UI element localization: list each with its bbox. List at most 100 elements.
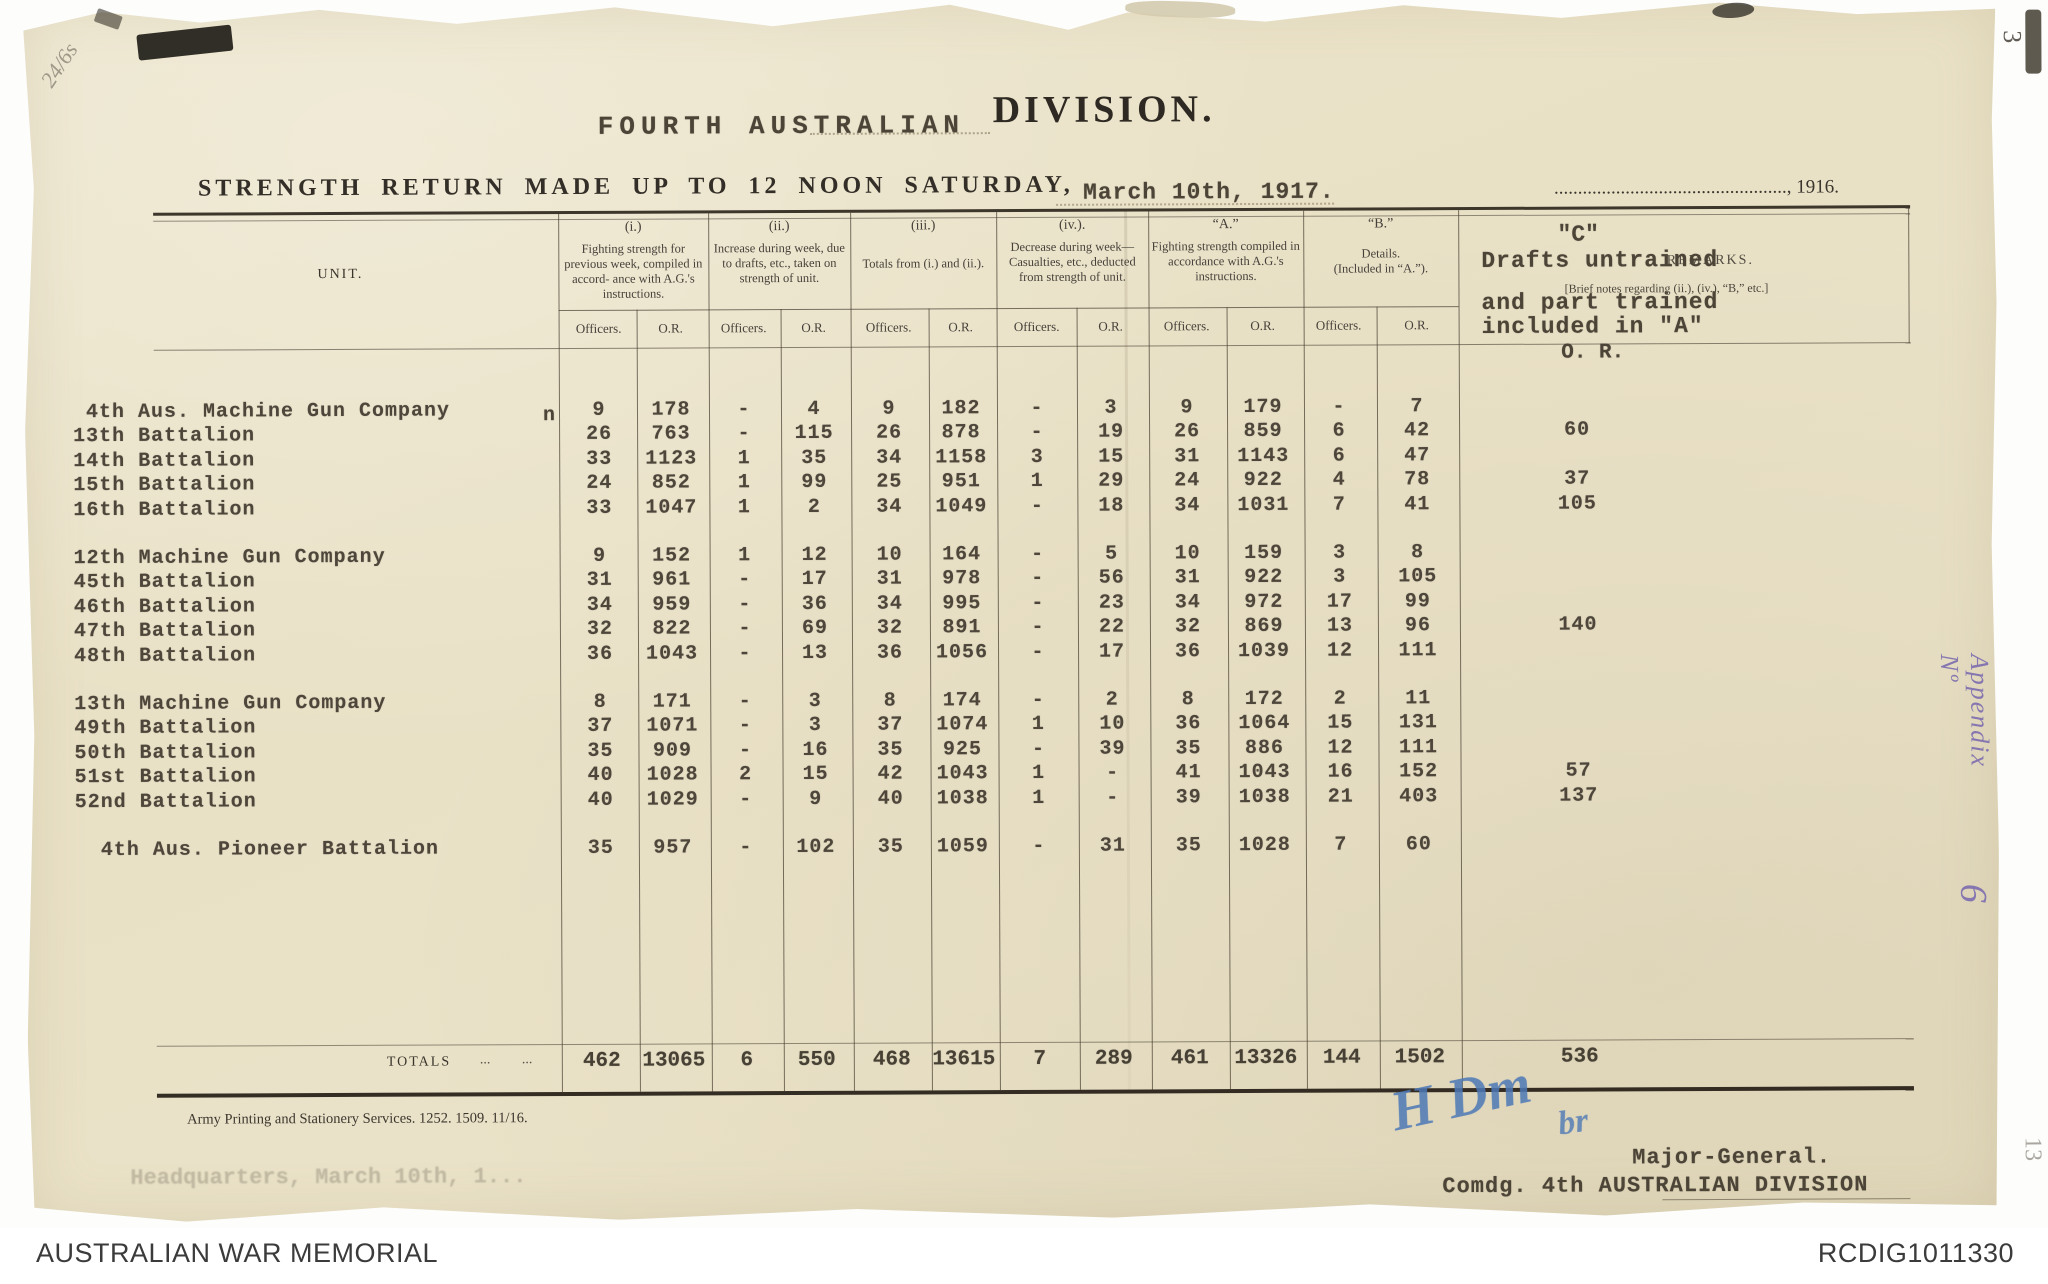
cell-value: - [1030, 421, 1044, 445]
year-1916-line: ........................................… [1553, 176, 1840, 199]
cell-value: 891 [942, 616, 982, 640]
table-column-rule [850, 212, 855, 1091]
table-column-rule [1303, 210, 1308, 1089]
table-column-rule [1908, 208, 1910, 344]
unit-name: 52nd Battalion [74, 789, 257, 814]
cell-value: 922 [1243, 469, 1283, 493]
col-group-iv-tag: (iv.). [1058, 217, 1086, 233]
cell-value: 15 [802, 763, 829, 787]
cell-value: 78 [1404, 468, 1431, 492]
top-edge-tear [1125, 0, 1236, 19]
cell-value: 13 [801, 641, 829, 665]
cell-value: 102 [796, 835, 836, 859]
top-right-speck [1711, 1, 1755, 20]
remarks-c-label: "C" [1557, 221, 1599, 248]
unit-name: 49th Battalion [74, 716, 257, 741]
cell-value: 4 [1332, 468, 1346, 492]
cell-value: 1123 [645, 447, 698, 471]
cell-value: 35 [877, 738, 904, 762]
cell-value: 35 [877, 835, 904, 859]
cell-value: 31 [1099, 834, 1126, 858]
cell-value: 972 [1244, 590, 1284, 614]
cell-value: 182 [941, 397, 981, 421]
return-date-typed: March 10th, 1917. [1082, 178, 1335, 206]
totals-top-rule [156, 1038, 1914, 1047]
strength-return-heading: STRENGTH RETURN MADE UP TO 12 NOON SATUR… [197, 171, 1074, 202]
cell-value: - [1031, 616, 1045, 640]
cell-value: 8 [1181, 688, 1195, 712]
cell-value: 3 [1333, 565, 1347, 590]
unit-name: 15th Battalion [73, 473, 256, 498]
cell-value: 852 [651, 471, 691, 495]
cell-value: 1158 [935, 445, 988, 470]
remarks-typed-line4: O. R. [1561, 341, 1625, 365]
cell-value: 1071 [646, 714, 699, 739]
column-subheader: Officers. [1315, 317, 1362, 333]
cell-value: 31 [586, 569, 613, 593]
cell-value: 15 [1327, 711, 1354, 736]
column-subheader: O.R. [948, 319, 973, 335]
cell-value: 99 [801, 471, 828, 495]
unit-name: 4th Aus. Pioneer Battalion [74, 837, 440, 863]
cell-value: 42 [877, 762, 904, 786]
cell-value: 26 [876, 421, 903, 446]
table-column-rule [1458, 210, 1463, 1089]
awm-footer-bar: AUSTRALIAN WAR MEMORIAL RCDIG1011330 [0, 1228, 2048, 1284]
cell-value: 1143 [1237, 444, 1290, 468]
remark-value: 105 [1557, 492, 1597, 516]
cell-value: 1 [1031, 713, 1045, 737]
cell-value: 36 [876, 641, 904, 665]
table-column-rule [1076, 307, 1081, 1090]
cell-value: 34 [1174, 493, 1201, 517]
total-value: 461 [1170, 1047, 1209, 1071]
unit-name: 51st Battalion [74, 765, 257, 790]
cell-value: - [738, 617, 752, 641]
cell-value: 1074 [936, 713, 989, 737]
cell-value: 1 [738, 544, 752, 568]
cell-value: 1 [737, 471, 751, 495]
cell-value: - [737, 398, 751, 422]
printer-imprint: Army Printing and Stationery Services. 1… [187, 1110, 528, 1128]
cell-value: - [1030, 494, 1044, 518]
cell-value: 7 [1332, 493, 1346, 517]
cell-value: 32 [1174, 615, 1201, 639]
cell-value: 10 [1099, 712, 1126, 737]
column-subheader: Officers. [1013, 318, 1060, 335]
right-corner-shadow [2025, 9, 2042, 74]
signature-initials-ink: br [1555, 1101, 1591, 1143]
table-column-rule [558, 214, 563, 1093]
table-column-rule [1226, 307, 1231, 1090]
table-column-rule [928, 308, 933, 1091]
cell-value: 15 [1098, 445, 1125, 469]
cell-value: 16 [1327, 760, 1354, 784]
cell-value: 995 [942, 591, 982, 616]
cell-value: 36 [1175, 712, 1202, 736]
col-group-i-tag: (i.) [624, 219, 642, 235]
group-header-underline [558, 306, 1459, 312]
totals-label: TOTALS [386, 1054, 452, 1070]
col-group-b-tag: “B.” [1368, 216, 1394, 232]
total-value: 7 [1033, 1047, 1047, 1071]
cell-value: 164 [942, 543, 982, 567]
cell-value: 96 [1404, 614, 1431, 638]
table-column-rule [996, 212, 1001, 1091]
col-group-ii-desc: Increase during week, due to drafts, etc… [713, 240, 845, 286]
cell-value: 171 [652, 690, 692, 714]
cell-value: 957 [653, 836, 693, 860]
cell-value: - [739, 836, 753, 860]
cell-value: - [1332, 395, 1346, 419]
cell-value: 1 [1032, 762, 1046, 786]
column-subheader: O.R. [1250, 317, 1275, 334]
cell-value: - [1031, 737, 1046, 761]
col-group-iii: (iii.) Totals from (i.) and (ii.). [852, 218, 994, 272]
cell-value: 6 [1332, 419, 1346, 444]
cell-value: 1028 [646, 763, 699, 787]
cell-value: 25 [876, 470, 903, 494]
cell-value: 17 [1098, 640, 1126, 664]
cell-value: 1039 [1237, 639, 1291, 663]
cell-value: 1029 [646, 788, 699, 812]
awm-record-id: RCDIG1011330 [1817, 1238, 2014, 1268]
total-value: 462 [582, 1049, 621, 1073]
remark-value: 137 [1559, 784, 1599, 808]
